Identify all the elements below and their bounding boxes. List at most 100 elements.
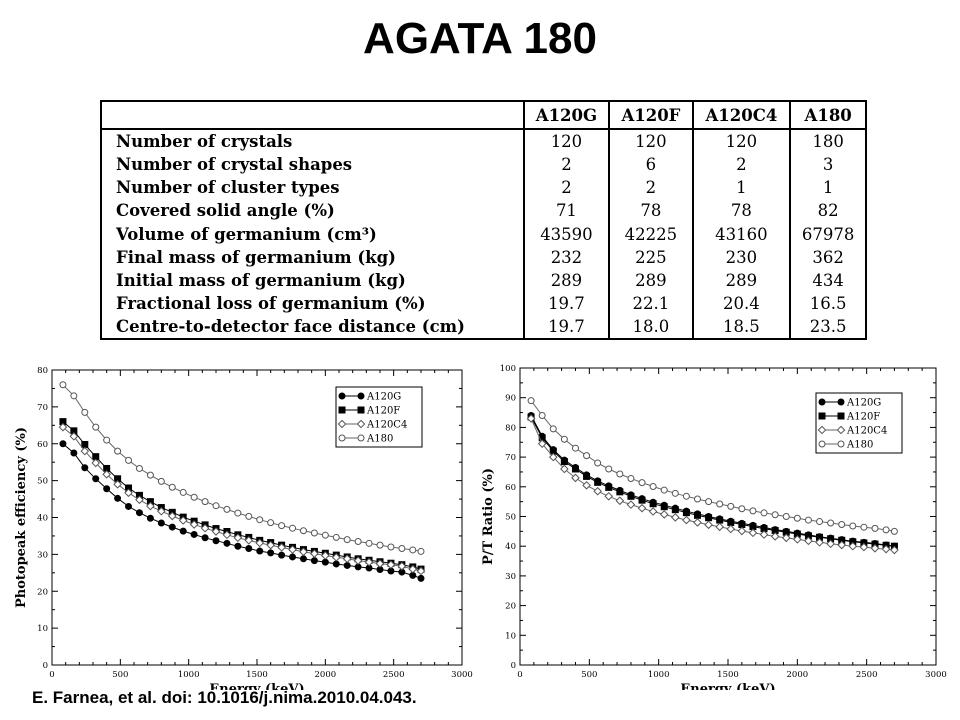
column-header: A120C4 — [691, 102, 791, 130]
data-point — [233, 533, 243, 543]
row-label: Number of crystals — [116, 132, 293, 152]
table-row: Fractional loss of germanium (%) 19.7 22.1… — [102, 291, 865, 315]
y-tick-label: 40 — [505, 542, 516, 552]
x-axis-label: Energy (keV) — [209, 682, 304, 690]
data-point — [716, 516, 724, 524]
table-row: Volume of germanium (cm³) 43590 42225 43160… — [102, 222, 865, 246]
data-point — [737, 526, 747, 536]
data-point — [245, 512, 253, 520]
data-point — [837, 398, 845, 406]
table-cell: 78 — [691, 199, 791, 223]
table-cell: 2 — [608, 176, 693, 200]
page-title: AGATA 180 — [363, 14, 597, 63]
data-point — [376, 541, 384, 549]
legend-label: A120G — [366, 392, 401, 403]
data-point — [310, 557, 318, 565]
data-point — [267, 549, 275, 557]
data-point — [881, 544, 891, 554]
data-point — [815, 538, 824, 547]
data-point — [135, 464, 143, 472]
data-point — [671, 506, 679, 514]
data-point — [549, 425, 557, 433]
data-point — [538, 412, 546, 420]
y-tick-label: 80 — [37, 366, 48, 376]
data-point — [818, 398, 826, 406]
legend-label: A180 — [366, 434, 393, 445]
data-point — [190, 493, 198, 501]
x-tick-label: 1500 — [246, 670, 268, 680]
data-point — [890, 545, 899, 555]
data-point — [627, 474, 635, 482]
data-point — [331, 553, 341, 562]
y-axis-label: P/T Ratio (%) — [481, 468, 496, 565]
y-tick-label: 100 — [500, 364, 516, 374]
data-point — [738, 505, 746, 513]
data-point — [81, 440, 89, 448]
y-tick-label: 70 — [37, 403, 48, 413]
data-point — [836, 425, 846, 435]
data-point — [818, 440, 826, 448]
data-point — [321, 558, 329, 566]
data-point — [670, 513, 680, 522]
data-point — [278, 551, 286, 559]
data-point — [386, 560, 396, 570]
legend-box — [815, 392, 903, 454]
data-point — [660, 486, 668, 494]
data-point — [582, 481, 591, 490]
data-point — [593, 486, 602, 496]
data-point — [398, 544, 406, 552]
data-point — [748, 528, 758, 538]
data-point — [353, 556, 363, 565]
table-cell: 78 — [608, 199, 693, 223]
data-point — [738, 521, 746, 529]
data-point — [671, 489, 679, 497]
series-line — [62, 421, 422, 570]
data-point — [615, 496, 625, 506]
series-A120C4 — [58, 422, 426, 576]
row-label: Fractional loss of germanium (%) — [116, 293, 426, 313]
data-point — [870, 543, 880, 553]
data-point — [114, 494, 122, 502]
row-label: Covered solid angle (%) — [116, 201, 335, 221]
data-point — [288, 545, 297, 554]
data-point — [92, 475, 100, 483]
data-point — [837, 412, 845, 420]
data-point — [804, 516, 812, 524]
data-point — [212, 537, 220, 545]
data-point — [837, 440, 845, 448]
data-point — [571, 444, 579, 452]
table-cell: 2 — [522, 153, 610, 177]
data-point — [81, 408, 89, 416]
data-point — [289, 524, 297, 532]
data-point — [256, 547, 264, 555]
table-cell: 22.1 — [608, 291, 693, 315]
data-point — [223, 539, 231, 547]
data-point — [244, 536, 254, 545]
data-point — [343, 536, 351, 544]
table-cell: 71 — [522, 199, 610, 223]
table-cell: 43590 — [522, 222, 610, 246]
data-point — [179, 527, 187, 535]
data-point — [726, 524, 736, 534]
data-point — [827, 519, 835, 527]
table-cell: 1 — [789, 176, 865, 200]
table-row: Number of crystal shapes 2 6 2 3 — [102, 153, 865, 177]
data-point — [223, 505, 231, 513]
table-cell: 67978 — [789, 222, 865, 246]
x-tick-label: 2500 — [383, 670, 405, 680]
data-point — [201, 498, 209, 506]
data-point — [267, 519, 275, 527]
y-tick-label: 80 — [505, 423, 516, 433]
y-tick-label: 20 — [37, 587, 48, 597]
data-point — [332, 560, 340, 568]
data-point — [146, 471, 154, 479]
data-point — [364, 557, 374, 567]
row-label: Number of cluster types — [116, 178, 340, 198]
y-tick-label: 40 — [37, 514, 48, 524]
series-A120G — [59, 440, 425, 582]
data-point — [357, 434, 365, 442]
table-cell: 19.7 — [522, 291, 610, 315]
data-point — [356, 419, 366, 429]
data-point — [310, 529, 318, 537]
data-point — [167, 511, 177, 521]
